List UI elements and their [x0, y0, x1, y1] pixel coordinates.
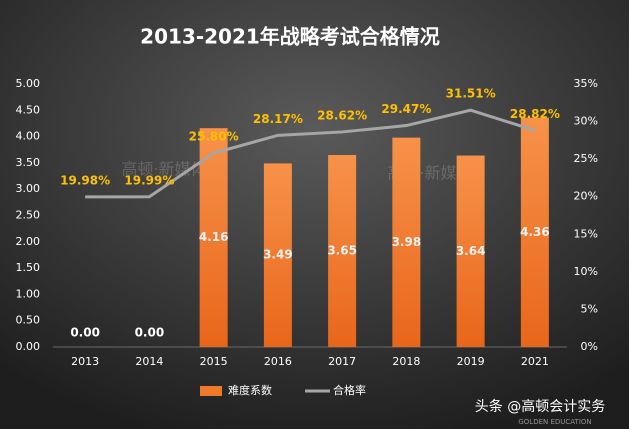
legend-label: 难度系数 [228, 383, 272, 397]
y2-tick-label: 15% [574, 227, 598, 240]
y-tick-label: 0.00 [16, 340, 41, 353]
y-tick-label: 3.00 [16, 182, 41, 195]
bar [520, 117, 549, 347]
y-tick-label: 4.50 [16, 103, 41, 116]
y-tick-label: 2.00 [16, 235, 41, 248]
line-value-label: 29.47% [381, 102, 431, 116]
y2-tick-label: 35% [574, 77, 598, 90]
x-tick-label: 2021 [521, 355, 549, 368]
bar-value-label: 3.49 [263, 248, 293, 262]
x-tick-label: 2018 [392, 355, 420, 368]
bar [328, 155, 357, 347]
y-tick-label: 1.00 [16, 287, 41, 300]
bar-value-label: 3.98 [392, 235, 422, 249]
x-tick-label: 2019 [457, 355, 485, 368]
bar-value-label: 0.00 [70, 326, 100, 340]
x-tick-label: 2014 [135, 355, 163, 368]
line-value-label: 28.17% [253, 112, 303, 126]
y2-tick-label: 10% [574, 265, 598, 278]
line-value-label: 19.98% [60, 173, 110, 187]
bar [199, 128, 228, 347]
y-tick-label: 2.50 [16, 209, 41, 222]
legend-swatch [200, 386, 222, 396]
line-value-label: 28.62% [317, 108, 367, 122]
line-value-label: 25.80% [189, 130, 239, 144]
line-value-label: 19.99% [124, 173, 174, 187]
bar [456, 155, 485, 347]
y-tick-label: 1.50 [16, 261, 41, 274]
y2-tick-label: 30% [574, 115, 598, 128]
bar-value-label: 4.36 [520, 225, 550, 239]
chart-title: 2013-2021年战略考试合格情况 [140, 25, 440, 49]
bar [392, 137, 421, 347]
credit: 头条 @高顿会计实务 [475, 398, 605, 415]
bar-value-label: 0.00 [135, 326, 165, 340]
bar-value-label: 3.64 [456, 244, 486, 258]
y2-tick-label: 25% [574, 152, 598, 165]
bar-value-label: 3.65 [327, 244, 357, 258]
y2-tick-label: 20% [574, 190, 598, 203]
line-value-label: 28.82% [510, 107, 560, 121]
line [85, 108, 536, 199]
x-tick-label: 2017 [328, 355, 356, 368]
y2-tick-label: 5% [581, 302, 598, 315]
y-tick-label: 3.50 [16, 156, 41, 169]
x-tick-label: 2015 [200, 355, 228, 368]
y-tick-label: 0.50 [16, 314, 41, 327]
y-tick-label: 5.00 [16, 77, 41, 90]
bar-value-label: 4.16 [199, 230, 229, 244]
legend-label: 合格率 [333, 383, 366, 397]
x-tick-label: 2013 [71, 355, 99, 368]
y-tick-label: 4.00 [16, 130, 41, 143]
y2-tick-label: 0% [581, 340, 598, 353]
x-tick-label: 2016 [264, 355, 292, 368]
credit-sub: GOLDEN EDUCATION [518, 418, 591, 426]
line-value-label: 31.51% [446, 87, 496, 101]
bar [263, 163, 292, 347]
